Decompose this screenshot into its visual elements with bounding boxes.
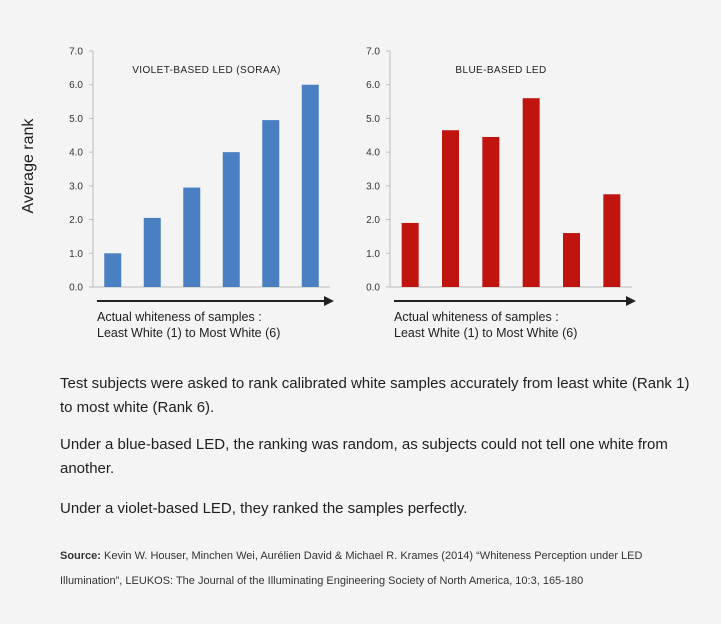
violet-bar-6 xyxy=(301,84,319,287)
violet-bar-3 xyxy=(183,187,201,287)
blue-x-arrow-head xyxy=(626,296,636,306)
violet-y-axis-label: Average rank xyxy=(20,118,37,214)
blue-bar-5 xyxy=(563,233,580,287)
violet-y-tick-label: 5.0 xyxy=(69,114,83,125)
source-label: Source: xyxy=(60,550,101,562)
blue-y-tick-label: 0.0 xyxy=(366,283,380,294)
blue-y-tick-label: 7.0 xyxy=(366,47,380,58)
violet-x-label-line1: Actual whiteness of samples : xyxy=(97,310,262,324)
blue-y-tick-label: 6.0 xyxy=(366,80,380,91)
blue-y-tick-label: 2.0 xyxy=(366,215,380,226)
blue-bar-4 xyxy=(522,98,540,287)
violet-y-tick-label: 0.0 xyxy=(69,283,83,294)
blue-y-tick-label: 4.0 xyxy=(366,148,380,159)
violet-y-tick-label: 7.0 xyxy=(69,47,83,58)
description-paragraph-1: Test subjects were asked to rank calibra… xyxy=(60,372,690,420)
violet-y-tick-label: 4.0 xyxy=(69,148,83,159)
violet-x-arrow-head xyxy=(324,296,334,306)
charts-area: 0.0 1.0 2.0 3.0 4.0 5.0 6.0 7.0 VIOLET-BASED LED… xyxy=(20,47,636,340)
violet-bar-2 xyxy=(143,217,161,287)
description-text-1: Test subjects were asked to rank calibra… xyxy=(60,375,690,416)
violet-x-label-line2: Least White (1) to Most White (6) xyxy=(97,326,280,340)
blue-bar-3 xyxy=(482,136,500,287)
description-paragraph-3: Under a violet-based LED, they ranked th… xyxy=(60,497,690,521)
violet-y-tick-label: 3.0 xyxy=(69,181,83,192)
violet-bar-1 xyxy=(104,253,122,287)
source-text: Kevin W. Houser, Minchen Wei, Aurélien D… xyxy=(60,550,643,587)
blue-chart-title: BLUE-BASED LED xyxy=(455,65,546,76)
violet-bar-5 xyxy=(262,120,280,287)
description-text-2: Under a blue-based LED, the ranking was … xyxy=(60,436,668,477)
violet-chart-title: VIOLET-BASED LED (SORAA) xyxy=(132,65,281,76)
blue-bar-1 xyxy=(401,222,419,287)
blue-bar-6 xyxy=(603,194,621,287)
description-text-3: Under a violet-based LED, they ranked th… xyxy=(60,500,468,517)
blue-bar-2 xyxy=(442,130,459,287)
violet-y-tick-label: 1.0 xyxy=(69,249,83,260)
blue-y-tick-label: 3.0 xyxy=(366,181,380,192)
blue-x-label-line1: Actual whiteness of samples : xyxy=(394,310,559,324)
violet-y-tick-label: 2.0 xyxy=(69,215,83,226)
blue-y-tick-label: 1.0 xyxy=(366,249,380,260)
violet-y-tick-label: 6.0 xyxy=(69,80,83,91)
source-citation: Source: Kevin W. Houser, Minchen Wei, Au… xyxy=(60,544,660,594)
description-paragraph-2: Under a blue-based LED, the ranking was … xyxy=(60,433,690,481)
blue-y-tick-label: 5.0 xyxy=(366,114,380,125)
blue-x-label-line2: Least White (1) to Most White (6) xyxy=(394,326,577,340)
violet-bar-4 xyxy=(222,152,240,287)
